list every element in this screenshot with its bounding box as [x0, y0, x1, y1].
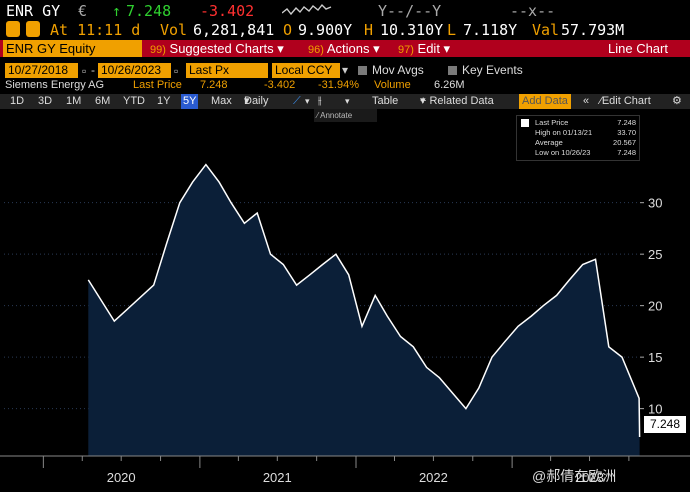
period-6m[interactable]: 6M — [95, 95, 111, 107]
x-tick-label: 2020 — [107, 470, 136, 485]
start-date-input[interactable]: 10/27/2018 — [5, 63, 78, 78]
val-label: Val — [532, 21, 560, 39]
legend-swatch — [521, 119, 529, 127]
legend-low-label: Low on 10/26/23 — [535, 148, 591, 157]
watermark: @郝倩在欧洲 — [532, 468, 617, 484]
mov-avgs-checkbox[interactable] — [358, 66, 367, 75]
x-tick-label: 2022 — [419, 470, 448, 485]
x-tick-label: 2021 — [263, 470, 292, 485]
range-text: Y--/--Y — [378, 2, 442, 20]
mov-avgs-label: Mov Avgs — [372, 63, 424, 77]
candle-icon[interactable]: ⫲ — [318, 95, 322, 107]
volume: 6,281,841 — [193, 21, 275, 39]
chart-toolbar: 1D 3D 1M 6M YTD 1Y 5Y Max Daily ▾ ⟋ ▾ ⫲ … — [0, 94, 690, 109]
y-tick-label: 20 — [648, 299, 662, 314]
edit-chart-button[interactable]: ⁄ Edit Chart — [600, 95, 651, 107]
high-label: H — [364, 21, 374, 39]
last-price: 7.248 — [126, 2, 172, 20]
security-field[interactable]: ENR GY Equity — [3, 40, 142, 57]
period-1y[interactable]: 1Y — [157, 95, 171, 107]
info-last-price: 7.248 — [200, 79, 228, 91]
chart-controls: 10/27/2018 ▫ - 10/26/2023 ▫ Last Px Loca… — [0, 62, 690, 79]
currency-select[interactable]: Local CCY — [272, 63, 340, 78]
legend-average-value: 20.567 — [613, 138, 636, 147]
ticker: ENR GY — [6, 2, 61, 20]
suggested-charts-menu[interactable]: 99) Suggested Charts ▾ — [150, 41, 284, 56]
chevron-down-icon[interactable]: ▾ — [345, 96, 350, 106]
x-tick-label: 2023 — [575, 470, 604, 485]
y-axis: 10 15 20 25 30 — [640, 196, 662, 417]
volume-label: Volume — [374, 79, 411, 91]
period-1m[interactable]: 1M — [66, 95, 82, 107]
actions-menu[interactable]: 96) Actions ▾ — [308, 41, 380, 56]
legend-high-value: 33.70 — [617, 128, 636, 137]
gear-icon[interactable]: ⚙ — [672, 95, 682, 107]
quote-bar: ENR GY € ↑ 7.248 -3.402 Y--/--Y --x-- — [0, 0, 690, 20]
up-arrow-icon: ↑ — [112, 2, 122, 20]
y-tick-label: 30 — [648, 196, 662, 211]
period-1d[interactable]: 1D — [10, 95, 25, 107]
period-3d[interactable]: 3D — [38, 95, 53, 107]
y-tick-label: 15 — [648, 350, 662, 365]
legend-high-label: High on 01/13/21 — [535, 128, 593, 137]
related-data-button[interactable]: + Related Data ▾ — [420, 95, 494, 107]
currency: € — [78, 2, 88, 20]
info-volume: 6.26M — [434, 79, 465, 91]
high: 10.310Y — [380, 21, 444, 39]
key-events-label: Key Events — [462, 63, 523, 77]
y-tick-label: 10 — [648, 402, 662, 417]
price-line — [87, 163, 641, 438]
trade-stats-bar: At 11:11 d Vol 6,281,841 O 9.900Y H 10.3… — [0, 20, 690, 39]
price-chart[interactable]: 10 15 20 25 30 2020 2021 2022 2023 — [0, 110, 690, 492]
chevron-down-icon[interactable]: ▾ — [305, 96, 310, 106]
chart-legend: Last Price 7.248 High on 01/13/21 33.70 … — [516, 115, 640, 161]
period-ytd[interactable]: YTD — [123, 95, 145, 107]
legend-last-label: Last Price — [535, 118, 569, 127]
key-events-checkbox[interactable] — [448, 66, 457, 75]
sparkline-icon — [282, 3, 332, 16]
collapse-icon[interactable]: « — [583, 95, 590, 107]
chart-type-title: Line Chart — [608, 41, 668, 56]
alert-icon — [26, 21, 40, 37]
price-area — [88, 164, 640, 456]
info-pct: -31.94% — [318, 79, 359, 91]
x-text: --x-- — [510, 2, 556, 20]
field-select[interactable]: Last Px — [186, 63, 268, 78]
menu-bar: ENR GY Equity 99) Suggested Charts ▾ 96)… — [0, 40, 690, 57]
calendar-icon[interactable]: ▫ — [174, 64, 179, 78]
edit-menu[interactable]: 97) Edit ▾ — [398, 41, 451, 56]
chevron-down-icon[interactable]: ▾ — [342, 63, 349, 77]
period-max[interactable]: Max — [211, 95, 232, 107]
low: 7.118Y — [463, 21, 518, 39]
low-label: L — [447, 21, 457, 39]
value-traded: 57.793M — [561, 21, 625, 39]
signal-icon — [6, 21, 20, 37]
add-data-button[interactable]: Add Data — [519, 94, 571, 109]
security-info-line: Siemens Energy AG Last Price 7.248 -3.40… — [0, 79, 690, 93]
info-change: -3.402 — [264, 79, 296, 91]
annotate-button[interactable]: ⁄ Annotate — [314, 109, 377, 122]
last-price-label: Last Price — [133, 79, 182, 91]
period-5y[interactable]: 5Y — [181, 94, 199, 109]
company-name: Siemens Energy AG — [5, 79, 105, 91]
legend-last-value: 7.248 — [617, 118, 636, 127]
y-tick-label: 25 — [648, 247, 662, 262]
price-change: -3.402 — [200, 2, 255, 20]
open: 9.900Y — [298, 21, 353, 39]
current-price-label: 7.248 — [644, 416, 686, 433]
vol-label: Vol — [160, 21, 188, 39]
legend-average-label: Average — [535, 138, 563, 147]
end-date-input[interactable]: 10/26/2023 — [98, 63, 171, 78]
table-button[interactable]: Table — [372, 95, 399, 107]
x-axis: 2020 2021 2022 2023 — [0, 455, 690, 485]
line-style-icon[interactable]: ⟋ — [293, 95, 301, 107]
open-label: O — [283, 21, 293, 39]
time: At 11:11 d — [50, 21, 141, 39]
frequency-select[interactable]: Daily ▾ — [244, 95, 269, 107]
legend-low-value: 7.248 — [617, 148, 636, 157]
